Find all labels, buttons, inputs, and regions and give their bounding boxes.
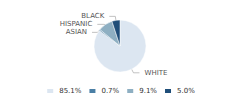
svg-text:85.1%: 85.1% bbox=[59, 87, 82, 95]
svg-text:5.0%: 5.0% bbox=[177, 87, 195, 95]
svg-text:0.7%: 0.7% bbox=[101, 87, 119, 95]
svg-text:BLACK: BLACK bbox=[81, 12, 104, 20]
svg-text:9.1%: 9.1% bbox=[139, 87, 157, 95]
svg-text:HISPANIC: HISPANIC bbox=[60, 20, 93, 28]
svg-text:WHITE: WHITE bbox=[144, 69, 167, 77]
svg-text:ASIAN: ASIAN bbox=[66, 28, 87, 36]
